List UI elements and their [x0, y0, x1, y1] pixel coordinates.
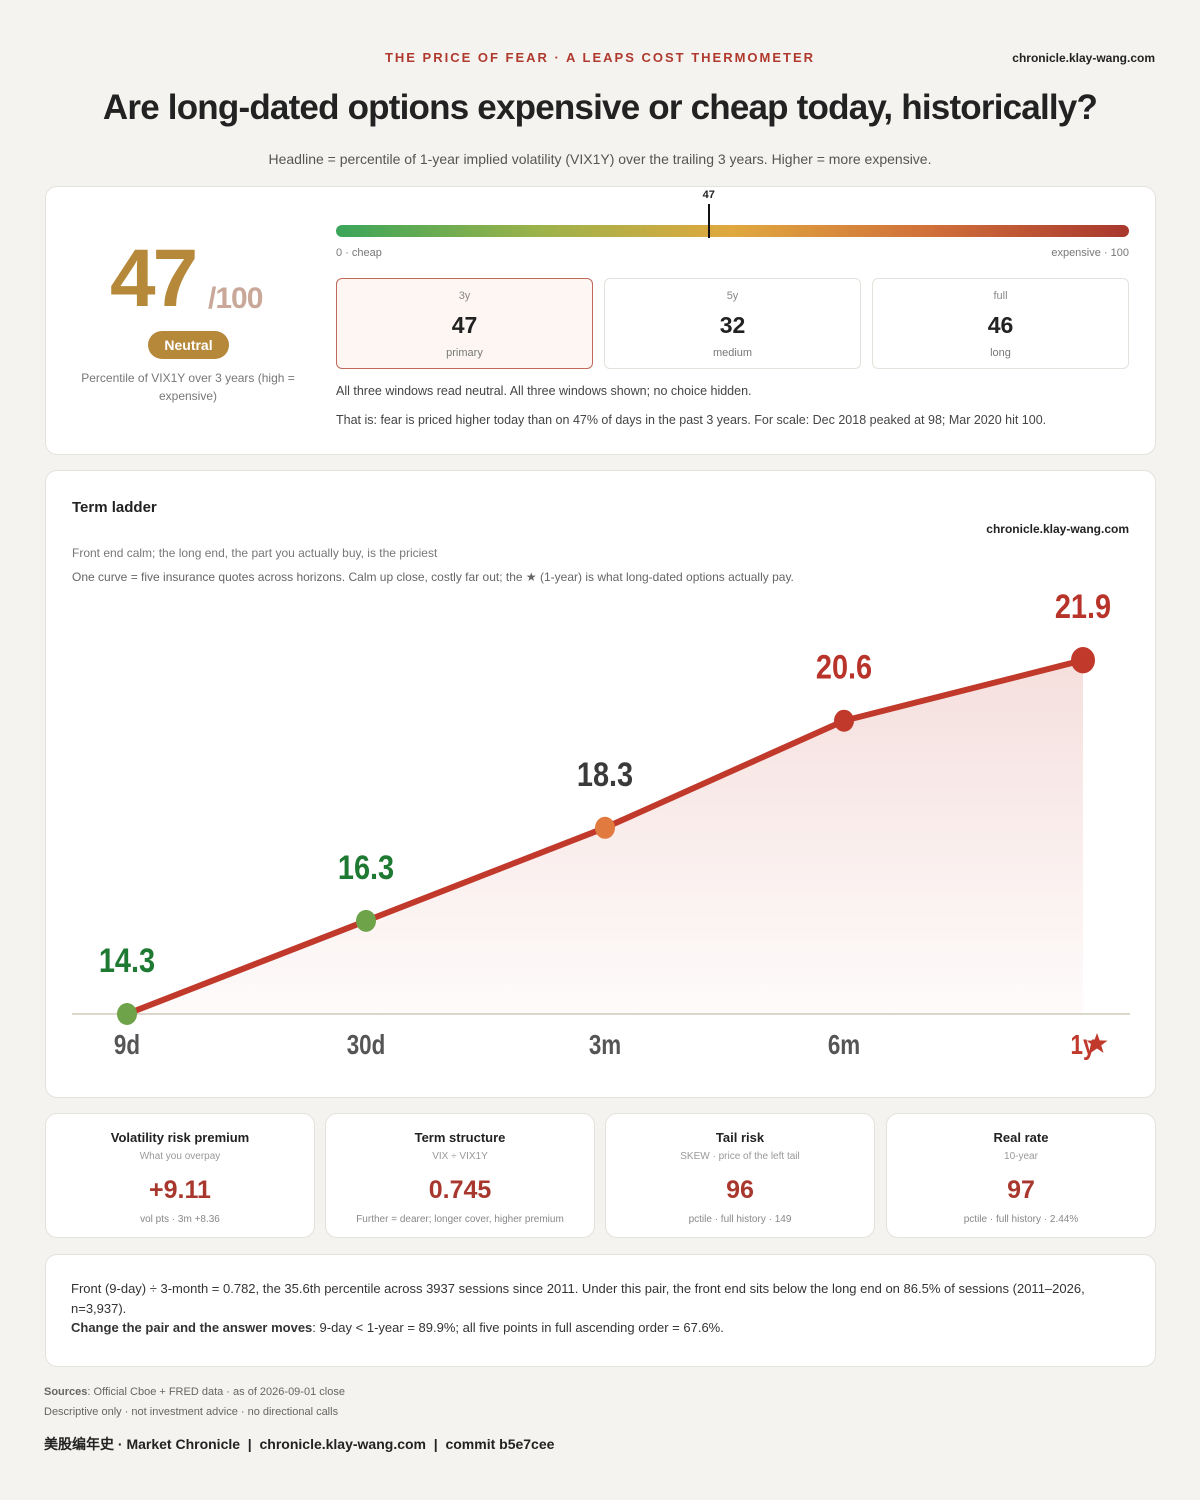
- summary-rest: : 9-day < 1-year = 89.9%; all five point…: [312, 1320, 724, 1335]
- badge: Neutral: [148, 331, 229, 359]
- chart-subtitle: Front end calm; the long end, the part y…: [72, 546, 438, 560]
- x-tick-label: 3m: [589, 1030, 621, 1061]
- metric-value: 0.745: [428, 1176, 492, 1204]
- window-label: full: [993, 290, 1008, 302]
- summary: Front (9-day) ÷ 3-month = 0.782, the 35.…: [71, 1279, 1131, 1338]
- footer-line: 美股编年史 · Market Chronicle | chronicle.kla…: [44, 1436, 555, 1452]
- window-note: long: [990, 347, 1011, 359]
- x-tick-label: 6m: [828, 1030, 860, 1061]
- chart: Term ladder chronicle.klay-wang.com Fron…: [72, 499, 1130, 1061]
- metric-card: Real rate 10-year 97 pctile · full histo…: [886, 1113, 1156, 1238]
- metric-value: 97: [1007, 1176, 1035, 1204]
- metric-sub: SKEW · price of the left tail: [680, 1151, 800, 1162]
- window-value: 32: [719, 312, 746, 338]
- gauge-note: That is: fear is priced higher today tha…: [336, 413, 1047, 427]
- value-label: 16.3: [338, 848, 394, 887]
- chart-card: Term ladder chronicle.klay-wang.com Fron…: [45, 470, 1156, 1098]
- title: Are long-dated options expensive or chea…: [102, 88, 1098, 127]
- score: 47: [110, 233, 198, 324]
- metric-note: pctile · full history · 149: [688, 1214, 792, 1225]
- point: [117, 1003, 137, 1025]
- metric-title: Term structure: [414, 1130, 506, 1145]
- metric-note: vol pts · 3m +8.36: [140, 1214, 220, 1225]
- metric-value: 96: [726, 1176, 754, 1204]
- point: [356, 909, 376, 932]
- summary-card: [45, 1254, 1156, 1367]
- subtitle: Headline = percentile of 1-year implied …: [268, 151, 932, 167]
- window-note: medium: [712, 347, 753, 359]
- value-label: 20.6: [816, 647, 872, 686]
- metric-card: Volatility risk premium What you overpay…: [45, 1113, 315, 1238]
- score-caption: Percentile of VIX1Y over 3 years (high =…: [81, 371, 295, 403]
- metric-card: Term structure VIX ÷ VIX1Y 0.745 Further…: [325, 1113, 595, 1238]
- x-tick-label: 9d: [114, 1030, 140, 1061]
- summary-bold: Change the pair and the answer moves: [71, 1320, 313, 1335]
- point: [1071, 647, 1095, 674]
- kicker: THE PRICE OF FEAR · A LEAPS COST THERMOM…: [384, 50, 816, 65]
- window-box: full 46 long: [872, 278, 1129, 369]
- metric-value: +9.11: [149, 1176, 211, 1204]
- gauge-marker: [707, 204, 710, 238]
- disclaimer: Descriptive only · not investment advice…: [44, 1406, 339, 1418]
- metric-title: Tail risk: [715, 1130, 765, 1145]
- gauge-low-label: 0 · cheap: [336, 247, 382, 259]
- metric-note: Further = dearer; longer cover, higher p…: [356, 1214, 564, 1225]
- score-max: /100: [208, 282, 263, 315]
- summary-text: Front (9-day) ÷ 3-month = 0.782, the 35.…: [71, 1281, 1085, 1316]
- value-label: 14.3: [99, 941, 155, 980]
- summary-line: Change the pair and the answer moves: 9-…: [71, 1318, 1131, 1338]
- metric-card: Tail risk SKEW · price of the left tail …: [605, 1113, 875, 1238]
- window-value: 47: [451, 312, 478, 338]
- chart-title: Term ladder: [72, 499, 157, 516]
- value-label: 18.3: [577, 755, 633, 794]
- window-label: 5y: [726, 290, 739, 302]
- sources: Sources: Official Cboe + FRED data · as …: [44, 1386, 345, 1398]
- gauge-high-label: expensive · 100: [1051, 247, 1129, 259]
- window-value: 46: [987, 312, 1014, 338]
- metric-title: Real rate: [993, 1130, 1049, 1145]
- chart-site: chronicle.klay-wang.com: [986, 522, 1129, 536]
- x-tick-label: 30d: [347, 1030, 386, 1061]
- metric-note: pctile · full history · 2.44%: [963, 1214, 1079, 1225]
- gauge-marker-label: 47: [702, 189, 715, 201]
- metric-sub: What you overpay: [139, 1151, 221, 1162]
- window-box: 5y 32 medium: [604, 278, 861, 369]
- metric-sub: 10-year: [1004, 1151, 1038, 1162]
- point: [834, 709, 854, 732]
- gauge-note: All three windows read neutral. All thre…: [336, 384, 752, 398]
- sources-text: : Official Cboe + FRED data · as of 2026…: [87, 1386, 345, 1398]
- window-note: primary: [446, 347, 483, 359]
- gauge-bar: [336, 225, 1129, 237]
- value-label: 21.9: [1055, 587, 1111, 626]
- sources-label: Sources: [44, 1386, 88, 1398]
- chart-caption: One curve = five insurance quotes across…: [72, 570, 794, 584]
- site: chronicle.klay-wang.com: [1012, 51, 1155, 65]
- window-box: 3y 47 primary: [336, 278, 593, 369]
- x-tick-label: 1y: [1071, 1030, 1096, 1061]
- window-label: 3y: [458, 290, 471, 302]
- metric-sub: VIX ÷ VIX1Y: [432, 1151, 488, 1162]
- metric-title: Volatility risk premium: [110, 1130, 250, 1145]
- star-icon: [1086, 1033, 1108, 1053]
- point: [595, 816, 615, 839]
